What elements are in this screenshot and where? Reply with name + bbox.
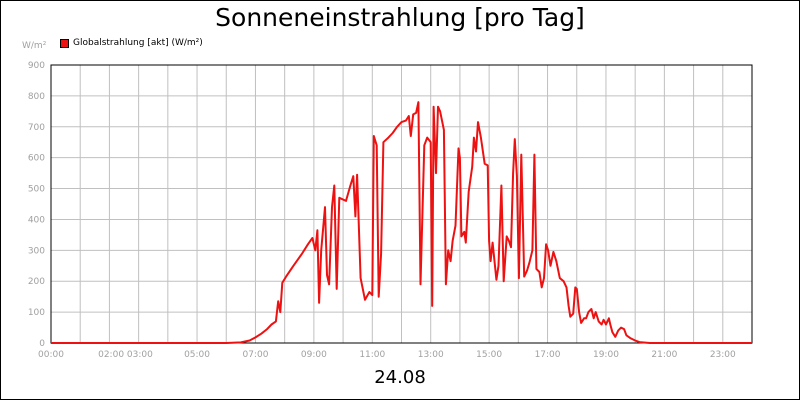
- x-tick-label: 00:00: [38, 350, 64, 360]
- y-tick-label: 300: [28, 246, 45, 256]
- series-line-globalstrahlung: [51, 101, 752, 344]
- x-tick-label: 15:00: [476, 350, 502, 360]
- y-tick-label: 0: [39, 339, 45, 349]
- x-tick-label: 23:00: [710, 350, 736, 360]
- y-tick-label: 500: [28, 185, 45, 195]
- x-tick-label: 17:00: [535, 350, 561, 360]
- chart-title: Sonneneinstrahlung [pro Tag]: [215, 3, 585, 32]
- x-tick-label: 07:00: [242, 350, 268, 360]
- x-tick-label: 21:00: [651, 350, 677, 360]
- x-tick-label: 09:00: [301, 350, 327, 360]
- x-axis-date-label: 24.08: [374, 367, 426, 388]
- legend: Globalstrahlung [akt] (W/m²): [60, 38, 203, 48]
- y-tick-label: 800: [28, 92, 45, 102]
- x-tick-label: 19:00: [593, 350, 619, 360]
- y-tick-label: 600: [28, 154, 45, 164]
- plot-border: [50, 64, 753, 344]
- x-tick-label: 13:00: [418, 350, 444, 360]
- x-tick-label: 05:00: [184, 350, 210, 360]
- x-tick-label: 11:00: [359, 350, 385, 360]
- legend-swatch: [60, 38, 69, 48]
- y-tick-label: 700: [28, 123, 45, 133]
- y-tick-label: 100: [28, 308, 45, 318]
- y-axis-unit-label: W/m²: [22, 41, 47, 51]
- y-tick-label: 900: [28, 61, 45, 71]
- y-tick-label: 400: [28, 215, 45, 225]
- x-tick-label: 02:00 03:00: [98, 350, 153, 360]
- legend-entry-label: Globalstrahlung [akt] (W/m²): [73, 38, 203, 48]
- y-tick-label: 200: [28, 277, 45, 287]
